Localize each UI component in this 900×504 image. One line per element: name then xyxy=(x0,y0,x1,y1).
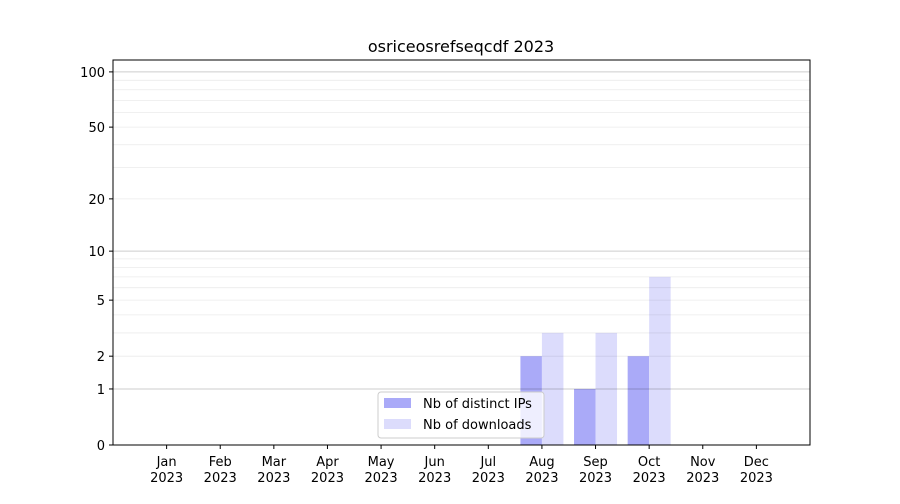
x-tick-label: Jan xyxy=(156,455,177,470)
x-tick-label: 2023 xyxy=(311,471,344,486)
x-tick-label: Mar xyxy=(262,455,287,470)
bar-downloads xyxy=(595,332,618,445)
y-tick-label: 100 xyxy=(80,66,105,81)
x-tick-label: 2023 xyxy=(150,471,183,486)
y-tick-label: 20 xyxy=(88,193,105,208)
y-tick-label: 5 xyxy=(97,294,105,309)
x-tick-label: 2023 xyxy=(740,471,773,486)
x-tick-label: 2023 xyxy=(365,471,398,486)
plot-area-frame xyxy=(112,59,811,446)
x-tick-label: 2023 xyxy=(472,471,505,486)
x-tick-label: 2023 xyxy=(257,471,290,486)
x-tick-label: Apr xyxy=(316,455,339,470)
bar-distinct-ips xyxy=(574,388,596,445)
legend-label: Nb of downloads xyxy=(423,418,532,433)
x-tick-label: 2023 xyxy=(633,471,666,486)
x-tick-label: Feb xyxy=(209,455,232,470)
x-tick-label: Dec xyxy=(744,455,769,470)
x-tick-label: Sep xyxy=(583,455,608,470)
x-tick-label: 2023 xyxy=(204,471,237,486)
y-tick-label: 2 xyxy=(97,350,105,365)
x-tick-label: Oct xyxy=(638,455,660,470)
legend: Nb of distinct IPs Nb of downloads xyxy=(377,391,545,439)
legend-swatch xyxy=(384,398,411,408)
y-tick-label: 1 xyxy=(97,383,105,398)
x-tick-label: Nov xyxy=(690,455,716,470)
legend-label: Nb of distinct IPs xyxy=(423,397,532,412)
y-tick-label: 0 xyxy=(97,439,105,454)
legend-box xyxy=(377,391,545,439)
x-tick-label: Aug xyxy=(529,455,554,470)
bar-downloads xyxy=(541,332,564,445)
legend-swatch xyxy=(384,419,411,429)
x-tick-label: 2023 xyxy=(579,471,612,486)
bar-distinct-ips xyxy=(627,356,650,445)
y-tick-label: 10 xyxy=(88,245,105,260)
x-tick-label: Jun xyxy=(424,455,445,470)
x-tick-label: 2023 xyxy=(525,471,558,486)
chart-title: osriceosrefseqcdf 2023 xyxy=(368,37,554,56)
bar-downloads xyxy=(649,276,671,445)
x-tick-label: Jul xyxy=(479,455,496,470)
x-tick-label: May xyxy=(368,455,395,470)
x-tick-label: 2023 xyxy=(686,471,719,486)
y-tick-label: 50 xyxy=(88,121,105,136)
x-tick-label: 2023 xyxy=(418,471,451,486)
